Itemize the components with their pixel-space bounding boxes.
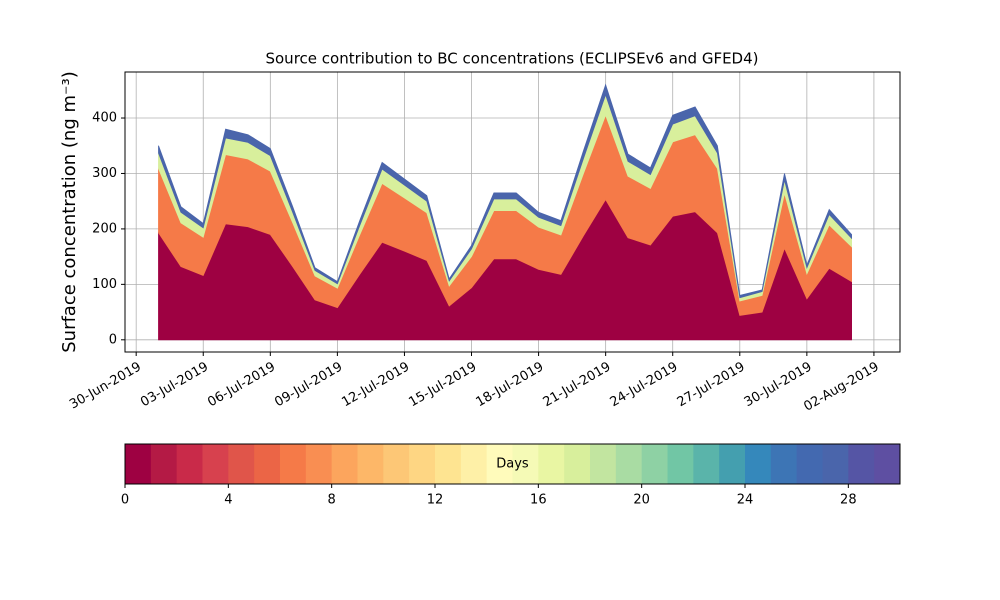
colorbar-swatch — [228, 444, 255, 484]
colorbar-swatch — [564, 444, 591, 484]
colorbar-swatch — [745, 444, 772, 484]
colorbar-swatch — [667, 444, 694, 484]
colorbar-tick-label: 24 — [737, 493, 754, 508]
y-tick-label: 100 — [92, 277, 117, 292]
area — [158, 83, 852, 299]
colorbar-swatch — [254, 444, 281, 484]
y-tick-label: 400 — [92, 111, 117, 126]
x-tick-label: 24-Jul-2019 — [608, 360, 681, 411]
colorbar-tick-label: 20 — [633, 493, 650, 508]
y-tick-label: 0 — [109, 332, 117, 347]
colorbar-swatch — [770, 444, 798, 484]
colorbar-tick-label: 28 — [840, 493, 857, 508]
x-tick-label: 27-Jul-2019 — [675, 360, 748, 411]
plot-frame — [124, 71, 901, 353]
x-tick-label: 18-Jul-2019 — [474, 360, 547, 411]
x-tick-label: 12-Jul-2019 — [339, 360, 412, 411]
colorbar-swatch — [693, 444, 720, 484]
colorbar-swatch — [641, 444, 668, 484]
colorbar-swatch — [150, 444, 178, 484]
x-tick-label: 02-Aug-2019 — [801, 360, 881, 415]
colorbar-swatch — [435, 444, 462, 484]
colorbar-tick-label: 8 — [328, 493, 336, 508]
colorbar-swatch — [202, 444, 229, 484]
colorbar-swatch — [331, 444, 358, 484]
colorbar-swatch — [512, 444, 539, 484]
y-tick-label: 300 — [92, 166, 117, 181]
colorbar-swatch — [357, 444, 384, 484]
colorbar-swatch — [486, 444, 513, 484]
colorbar-swatch — [176, 444, 203, 484]
x-tick-label: 30-Jun-2019 — [67, 360, 144, 413]
colorbar-swatch — [125, 444, 152, 484]
colorbar-label: Days — [496, 457, 529, 472]
colorbar-swatch — [590, 444, 617, 484]
colorbar-frame — [124, 443, 901, 485]
x-tick-label: 03-Jul-2019 — [138, 360, 211, 411]
y-tick-label: 200 — [92, 221, 117, 236]
colorbar-swatch — [848, 444, 875, 484]
x-tick-label: 06-Jul-2019 — [205, 360, 278, 411]
colorbar-swatch — [615, 444, 643, 484]
colorbar-tick-label: 16 — [530, 493, 547, 508]
colorbar-swatch — [538, 444, 565, 484]
colorbar-tick-label: 4 — [224, 493, 232, 508]
colorbar-swatch — [460, 444, 488, 484]
colorbar-swatch — [796, 444, 823, 484]
x-tick-label: 21-Jul-2019 — [541, 360, 614, 411]
chart-title: Source contribution to BC concentrations… — [265, 50, 758, 68]
colorbar-swatch — [305, 444, 333, 484]
colorbar-tick-label: 0 — [121, 493, 129, 508]
colorbar-swatch — [383, 444, 410, 484]
colorbar-swatch — [874, 444, 901, 484]
x-tick-label: 15-Jul-2019 — [406, 360, 479, 411]
colorbar-swatch — [409, 444, 436, 484]
y-axis-label: Surface concentration (ng m⁻³) — [59, 71, 80, 353]
x-tick-label: 09-Jul-2019 — [272, 360, 345, 411]
colorbar-tick-label: 12 — [427, 493, 444, 508]
colorbar-swatch — [280, 444, 307, 484]
colorbar-swatch — [822, 444, 849, 484]
colorbar-swatch — [719, 444, 746, 484]
